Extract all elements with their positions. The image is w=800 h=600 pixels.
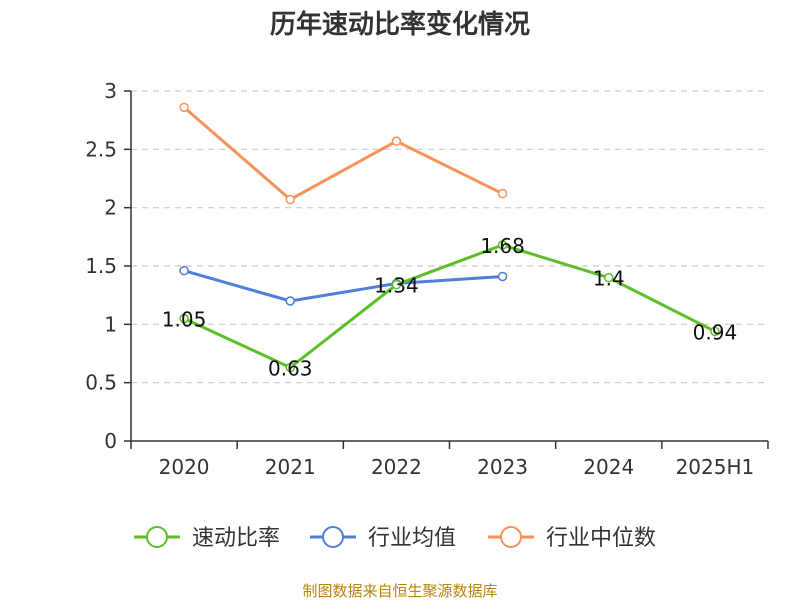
data-point: [497, 188, 508, 199]
y-tick-label: 2: [104, 196, 117, 220]
legend-label: 行业中位数: [546, 526, 656, 551]
data-point: [710, 326, 720, 337]
data-label: 1.05: [162, 308, 207, 332]
data-point: [285, 194, 295, 205]
data-point: [285, 296, 295, 306]
y-tick-label: 1: [104, 312, 117, 336]
data-point: [179, 102, 189, 113]
data-point: [497, 240, 508, 250]
series-line-1: [183, 269, 503, 303]
legend-marker: [500, 526, 522, 548]
x-tick-label: 2024: [583, 455, 634, 479]
grid-lines: [131, 90, 768, 384]
x-tick-label: 2022: [371, 455, 422, 479]
data-labels: 1.05 0.63 1.34 1.68 1.4 0.94: [162, 234, 737, 381]
x-tick-label: 2021: [265, 455, 316, 479]
data-point: [497, 271, 508, 282]
axes: 0 0.5 1 1.5 2 2.5 3 2020 2021 2022 2023 2024 2025H1: [85, 79, 769, 479]
legend-marker: [146, 526, 168, 548]
data-point: [391, 136, 402, 146]
data-point: [179, 265, 189, 276]
legend-marker: [322, 526, 344, 548]
data-label: 1.4: [593, 267, 625, 291]
legend: 速动比率 行业均值 行业中位数: [134, 526, 656, 551]
data-label: 0.63: [268, 357, 313, 381]
data-label: 0.94: [693, 320, 738, 344]
x-tick-label: 2023: [477, 455, 528, 479]
series-line-2: [183, 106, 504, 201]
series-lines: [179, 102, 720, 373]
x-tick-label: 2025H1: [676, 455, 755, 479]
legend-label: 速动比率: [192, 526, 280, 551]
legend-item-0[interactable]: 速动比率: [134, 526, 280, 551]
data-point: [391, 279, 402, 290]
data-point: [604, 272, 614, 283]
data-point: [179, 313, 189, 324]
data-label: 1.68: [480, 234, 525, 258]
y-tick-label: 0.5: [85, 371, 117, 395]
data-point: [285, 362, 295, 373]
y-tick-label: 0: [104, 429, 117, 453]
legend-label: 行业均值: [368, 526, 456, 551]
y-tick-label: 1.5: [85, 254, 117, 278]
legend-item-1[interactable]: 行业均值: [310, 526, 456, 551]
legend-item-2[interactable]: 行业中位数: [488, 526, 656, 551]
chart-title: 历年速动比率变化情况: [270, 9, 530, 40]
data-label: 1.34: [374, 274, 419, 298]
y-tick-label: 2.5: [85, 137, 117, 161]
series-line-0: [183, 243, 716, 369]
x-tick-label: 2020: [159, 455, 210, 479]
y-tick-label: 3: [104, 79, 117, 103]
source-note: 制图数据来自恒生聚源数据库: [302, 582, 497, 600]
